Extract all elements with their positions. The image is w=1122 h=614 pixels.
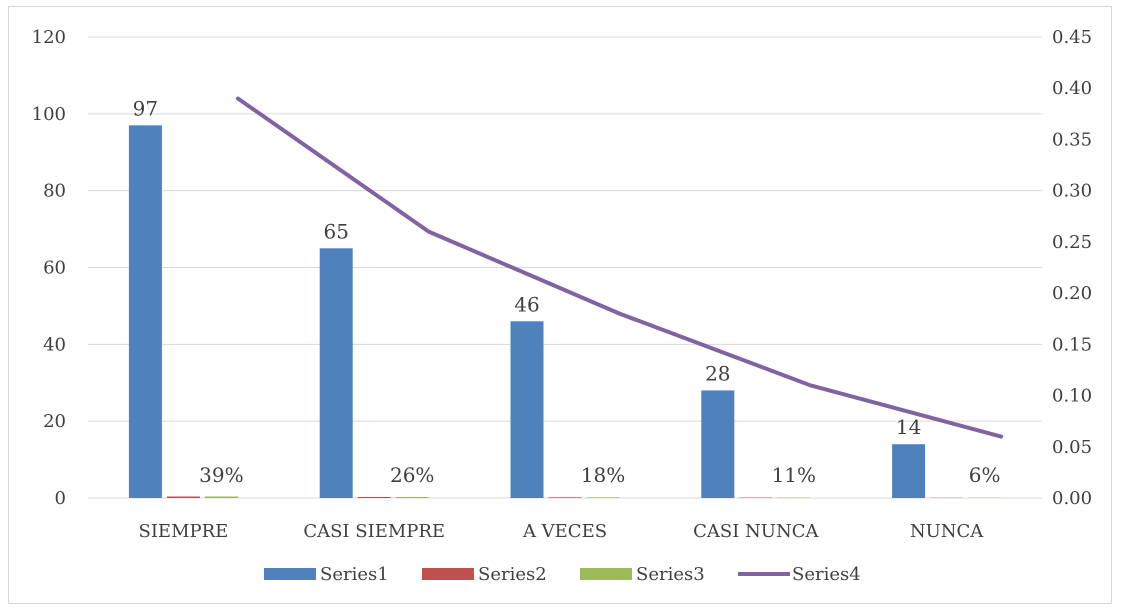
data-label-series1: 97 [133, 96, 158, 120]
left-tick-label: 80 [43, 181, 66, 202]
right-axis-ticks: 0.00 0.05 0.10 0.15 0.20 0.25 0.30 0.35 0.40 0.45 [1052, 27, 1092, 509]
bar-series3 [586, 497, 620, 498]
legend-swatch-series1 [264, 568, 316, 580]
legend-swatch-series2 [422, 568, 474, 580]
right-tick-label: 0.35 [1052, 129, 1092, 150]
chart-frame [8, 6, 1112, 604]
bar-series1 [701, 390, 735, 498]
data-label-series1: 28 [705, 361, 730, 385]
data-label-series1: 14 [896, 415, 921, 439]
right-tick-label: 0.00 [1052, 488, 1092, 509]
category-label: CASI NUNCA [693, 521, 819, 542]
bar-series1 [892, 444, 926, 498]
legend-label-series4: Series4 [792, 564, 861, 585]
bar-series1 [510, 321, 544, 498]
data-label-series1: 46 [514, 292, 539, 316]
right-tick-label: 0.05 [1052, 437, 1092, 458]
bar-series3 [204, 496, 238, 498]
left-tick-label: 120 [32, 27, 66, 48]
category-label: A VECES [522, 521, 607, 542]
left-tick-label: 60 [43, 258, 66, 279]
left-tick-label: 100 [32, 104, 66, 125]
left-tick-label: 40 [43, 334, 66, 355]
legend-swatch-series3 [580, 568, 632, 580]
gridlines [88, 36, 1042, 499]
bar-series1 [128, 125, 162, 498]
left-tick-label: 20 [43, 411, 66, 432]
legend-label-series1: Series1 [320, 564, 389, 585]
right-tick-label: 0.10 [1052, 386, 1092, 407]
left-tick-label: 0 [55, 488, 66, 509]
right-tick-label: 0.15 [1052, 334, 1092, 355]
data-label-series3: 39% [199, 463, 243, 487]
category-label: CASI SIEMPRE [303, 521, 445, 542]
data-label-series3: 18% [581, 463, 625, 487]
right-tick-label: 0.30 [1052, 181, 1092, 202]
line-series4 [235, 96, 1004, 439]
right-tick-label: 0.25 [1052, 232, 1092, 253]
bar-series [128, 125, 1002, 498]
right-tick-label: 0.20 [1052, 283, 1092, 304]
data-label-series3: 6% [969, 463, 1001, 487]
bar-series2 [548, 497, 582, 498]
bar-series3 [395, 497, 429, 498]
legend: Series1 Series2 Series3 Series4 [264, 564, 861, 585]
right-tick-label: 0.40 [1052, 78, 1092, 99]
category-labels: SIEMPRE CASI SIEMPRE A VECES CASI NUNCA NUNC… [138, 521, 984, 542]
bar-series1 [319, 248, 353, 498]
right-tick-label: 0.45 [1052, 27, 1092, 48]
bar-series2 [166, 496, 200, 498]
data-labels: 97 39% 65 26% 46 18% 28 11% 14 6% [133, 96, 1001, 487]
category-label: NUNCA [910, 521, 984, 542]
left-axis-ticks: 0 20 40 60 80 100 120 [32, 27, 66, 509]
data-label-series3: 11% [772, 463, 816, 487]
line-series [235, 96, 1004, 439]
legend-label-series3: Series3 [636, 564, 705, 585]
data-label-series3: 26% [390, 463, 434, 487]
legend-label-series2: Series2 [478, 564, 547, 585]
category-label: SIEMPRE [138, 521, 228, 542]
bar-series2 [357, 497, 391, 498]
data-label-series1: 65 [323, 219, 348, 243]
